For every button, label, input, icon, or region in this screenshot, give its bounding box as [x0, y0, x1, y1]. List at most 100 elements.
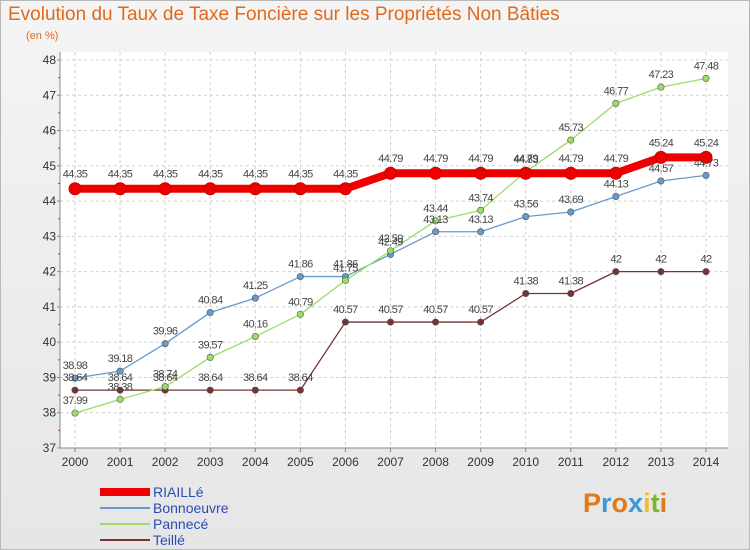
data-point [248, 182, 262, 196]
data-point [158, 182, 172, 196]
data-point [702, 268, 710, 276]
x-tick-label: 2005 [287, 455, 314, 469]
data-label: 38.64 [288, 372, 313, 384]
data-point [116, 395, 124, 403]
data-label: 43.74 [468, 192, 493, 204]
unit-label: (en %) [26, 30, 59, 42]
legend-label-pannece: Pannecé [153, 516, 209, 532]
data-point [251, 333, 259, 341]
legend-swatch-bonnoeuvre [100, 507, 150, 509]
data-point [699, 150, 713, 164]
data-point [432, 318, 440, 326]
data-label: 38.38 [108, 381, 133, 393]
data-point [296, 310, 304, 318]
legend-label-bonnoeuvre: Bonnoeuvre [153, 500, 229, 516]
data-point [657, 177, 665, 185]
chart-title: Evolution du Taux de Taxe Foncière sur l… [8, 4, 560, 25]
data-point [293, 182, 307, 196]
data-label: 44.35 [288, 169, 313, 181]
x-tick-label: 2007 [377, 455, 404, 469]
data-point [567, 208, 575, 216]
data-label: 44.35 [333, 169, 358, 181]
data-label: 41.38 [513, 276, 538, 288]
x-tick-label: 2008 [422, 455, 449, 469]
data-label: 44.83 [513, 154, 538, 166]
data-label: 41.86 [333, 259, 358, 271]
data-label: 40.57 [468, 304, 493, 316]
data-label: 44.35 [153, 169, 178, 181]
x-tick-label: 2010 [512, 455, 539, 469]
data-point [432, 228, 440, 236]
data-label: 41.38 [559, 276, 584, 288]
data-point [432, 217, 440, 225]
data-label: 45.73 [559, 122, 584, 134]
data-label: 38.64 [153, 372, 178, 384]
proxiti-logo: Proxiti [583, 488, 667, 519]
data-point [702, 171, 710, 179]
data-point [206, 309, 214, 317]
data-point [71, 374, 79, 382]
data-point [386, 318, 394, 326]
data-label: 43.13 [423, 214, 448, 226]
x-tick-label: 2004 [242, 455, 269, 469]
data-point [567, 136, 575, 144]
data-label: 41.25 [243, 280, 268, 292]
data-label: 43.44 [423, 203, 448, 215]
data-point [341, 276, 349, 284]
data-point [296, 386, 304, 394]
data-point [477, 318, 485, 326]
data-label: 44.35 [198, 169, 223, 181]
data-point [68, 182, 82, 196]
data-point [296, 273, 304, 281]
data-label: 44.13 [604, 179, 629, 191]
data-point [206, 353, 214, 361]
data-label: 40.57 [378, 304, 403, 316]
data-label: 44.79 [468, 153, 493, 165]
data-point [567, 290, 575, 298]
data-label: 45.24 [694, 137, 719, 149]
legend-swatch-riaille [100, 488, 150, 496]
data-point [522, 213, 530, 221]
data-label: 40.84 [198, 295, 223, 307]
y-tick-label: 42 [43, 265, 57, 279]
x-tick-label: 2006 [332, 455, 359, 469]
logo-letter: o [611, 488, 629, 518]
data-point [612, 99, 620, 107]
data-label: 41.86 [288, 259, 313, 271]
data-point [477, 206, 485, 214]
data-point [341, 318, 349, 326]
data-label: 44.79 [559, 153, 584, 165]
data-label: 43.56 [513, 199, 538, 211]
data-point [657, 268, 665, 276]
y-tick-label: 40 [43, 335, 57, 349]
data-point [429, 166, 443, 180]
data-label: 45.24 [649, 137, 674, 149]
data-label: 40.57 [423, 304, 448, 316]
x-tick-label: 2012 [603, 455, 630, 469]
y-tick-label: 44 [43, 194, 57, 208]
legend-swatch-pannece [100, 523, 150, 525]
data-point [71, 409, 79, 417]
legend-label-teille: Teillé [153, 532, 185, 548]
data-point [522, 290, 530, 298]
data-point [161, 383, 169, 391]
x-tick-label: 2001 [107, 455, 134, 469]
data-label: 44.79 [513, 153, 538, 165]
x-tick-label: 2002 [152, 455, 179, 469]
data-label: 44.73 [694, 157, 719, 169]
data-point [654, 150, 668, 164]
logo-letter: P [583, 488, 602, 518]
logo-letter: r [601, 488, 612, 518]
data-point [71, 386, 79, 394]
x-tick-label: 2013 [648, 455, 675, 469]
logo-letter: t [650, 488, 660, 518]
data-label: 42.49 [378, 236, 403, 248]
data-point [386, 247, 394, 255]
data-point [564, 166, 578, 180]
y-tick-label: 38 [43, 406, 57, 420]
data-label: 38.64 [243, 372, 268, 384]
data-label: 47.48 [694, 60, 719, 72]
data-point [116, 367, 124, 375]
data-label: 44.79 [378, 153, 403, 165]
data-label: 43.69 [559, 194, 584, 206]
